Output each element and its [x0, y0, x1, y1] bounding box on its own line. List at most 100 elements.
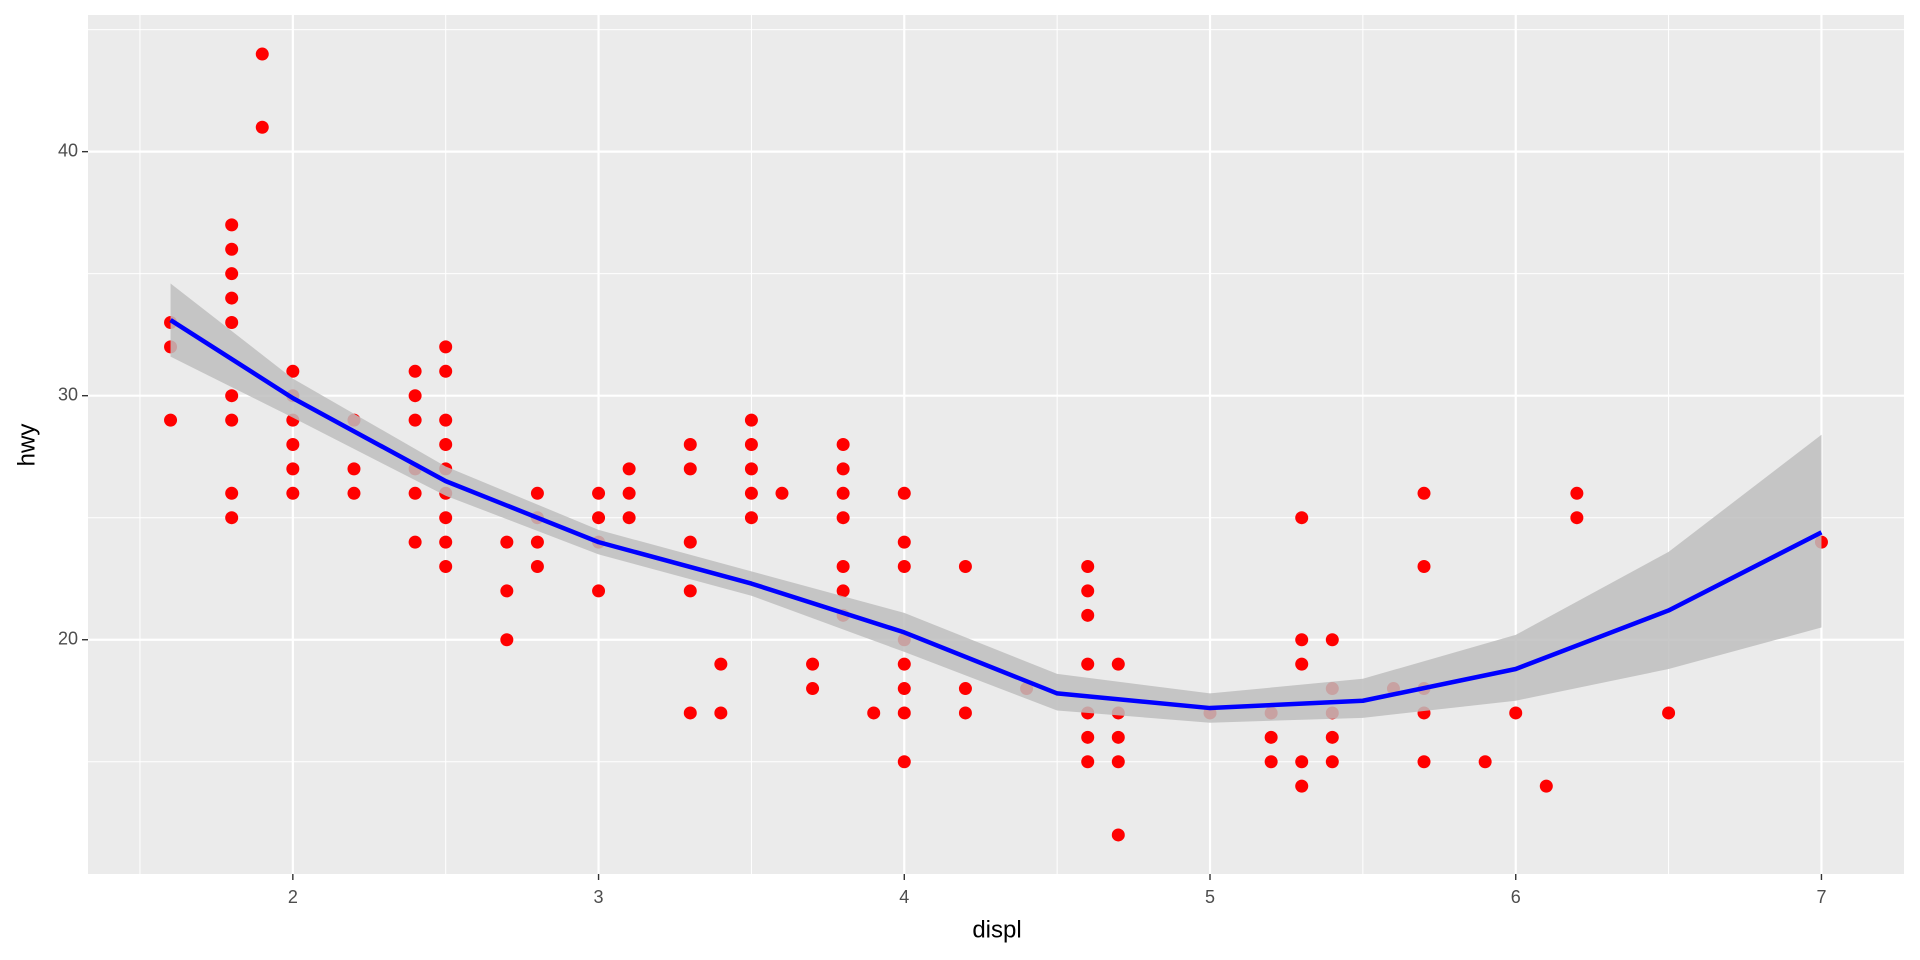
x-tick-label: 7 — [1816, 887, 1826, 907]
point — [744, 438, 758, 451]
point — [408, 486, 422, 500]
point — [714, 657, 728, 671]
point — [1295, 633, 1309, 647]
x-axis-title: displ — [972, 916, 1021, 943]
point — [1111, 828, 1125, 842]
point — [286, 364, 300, 378]
point — [530, 535, 544, 549]
point — [1295, 511, 1309, 525]
point — [806, 657, 820, 671]
point — [1081, 730, 1095, 744]
point — [408, 364, 422, 378]
point — [897, 682, 911, 696]
point — [1081, 584, 1095, 598]
point — [1111, 755, 1125, 769]
point — [225, 267, 239, 281]
point — [530, 560, 544, 574]
point — [347, 486, 361, 500]
point — [714, 706, 728, 720]
point — [744, 413, 758, 427]
point — [1111, 657, 1125, 671]
point — [744, 511, 758, 525]
point — [1417, 560, 1431, 574]
point — [1295, 657, 1309, 671]
point — [408, 413, 422, 427]
point — [897, 560, 911, 574]
point — [530, 486, 544, 500]
point — [1325, 633, 1339, 647]
point — [744, 462, 758, 476]
point — [500, 633, 514, 647]
point — [897, 535, 911, 549]
point — [592, 486, 606, 500]
point — [622, 462, 636, 476]
point — [897, 486, 911, 500]
point — [1081, 755, 1095, 769]
point — [439, 364, 453, 378]
x-tick-label: 5 — [1205, 887, 1215, 907]
point — [225, 486, 239, 500]
point — [1111, 730, 1125, 744]
point — [286, 438, 300, 451]
smooth-line — [169, 318, 1823, 711]
point — [1478, 755, 1492, 769]
point — [1662, 706, 1676, 720]
point — [1295, 755, 1309, 769]
point — [225, 511, 239, 525]
point — [347, 462, 361, 476]
point — [1081, 657, 1095, 671]
point — [255, 120, 269, 134]
point — [225, 242, 239, 256]
point — [225, 389, 239, 403]
point — [225, 315, 239, 329]
point — [1539, 779, 1553, 793]
point — [408, 535, 422, 549]
y-tick-label: 40 — [58, 140, 78, 160]
point — [683, 462, 697, 476]
point — [286, 462, 300, 476]
point — [439, 438, 453, 451]
point — [836, 438, 850, 451]
point — [1081, 608, 1095, 622]
point — [683, 438, 697, 451]
point — [439, 535, 453, 549]
point — [1570, 511, 1584, 525]
point — [592, 511, 606, 525]
point — [744, 486, 758, 500]
point — [836, 511, 850, 525]
point — [1264, 755, 1278, 769]
point — [683, 706, 697, 720]
point — [592, 584, 606, 598]
x-tick-label: 3 — [594, 887, 604, 907]
point — [439, 413, 453, 427]
point — [683, 535, 697, 549]
point — [1570, 486, 1584, 500]
point — [255, 47, 269, 61]
point — [836, 584, 850, 598]
point — [408, 389, 422, 403]
point — [1264, 730, 1278, 744]
point — [806, 682, 820, 696]
point — [836, 486, 850, 500]
point — [225, 218, 239, 232]
point — [1417, 486, 1431, 500]
point — [958, 560, 972, 574]
point — [958, 682, 972, 696]
point — [286, 486, 300, 500]
point — [439, 340, 453, 354]
y-tick-label: 30 — [58, 384, 78, 404]
x-tick-label: 6 — [1511, 887, 1521, 907]
point — [867, 706, 881, 720]
point — [439, 511, 453, 525]
point — [622, 486, 636, 500]
point — [897, 755, 911, 769]
y-tick-label: 20 — [58, 628, 78, 648]
point — [836, 560, 850, 574]
point — [225, 291, 239, 305]
point — [500, 584, 514, 598]
x-tick-label: 2 — [288, 887, 298, 907]
point — [1417, 755, 1431, 769]
point — [225, 413, 239, 427]
point — [958, 706, 972, 720]
